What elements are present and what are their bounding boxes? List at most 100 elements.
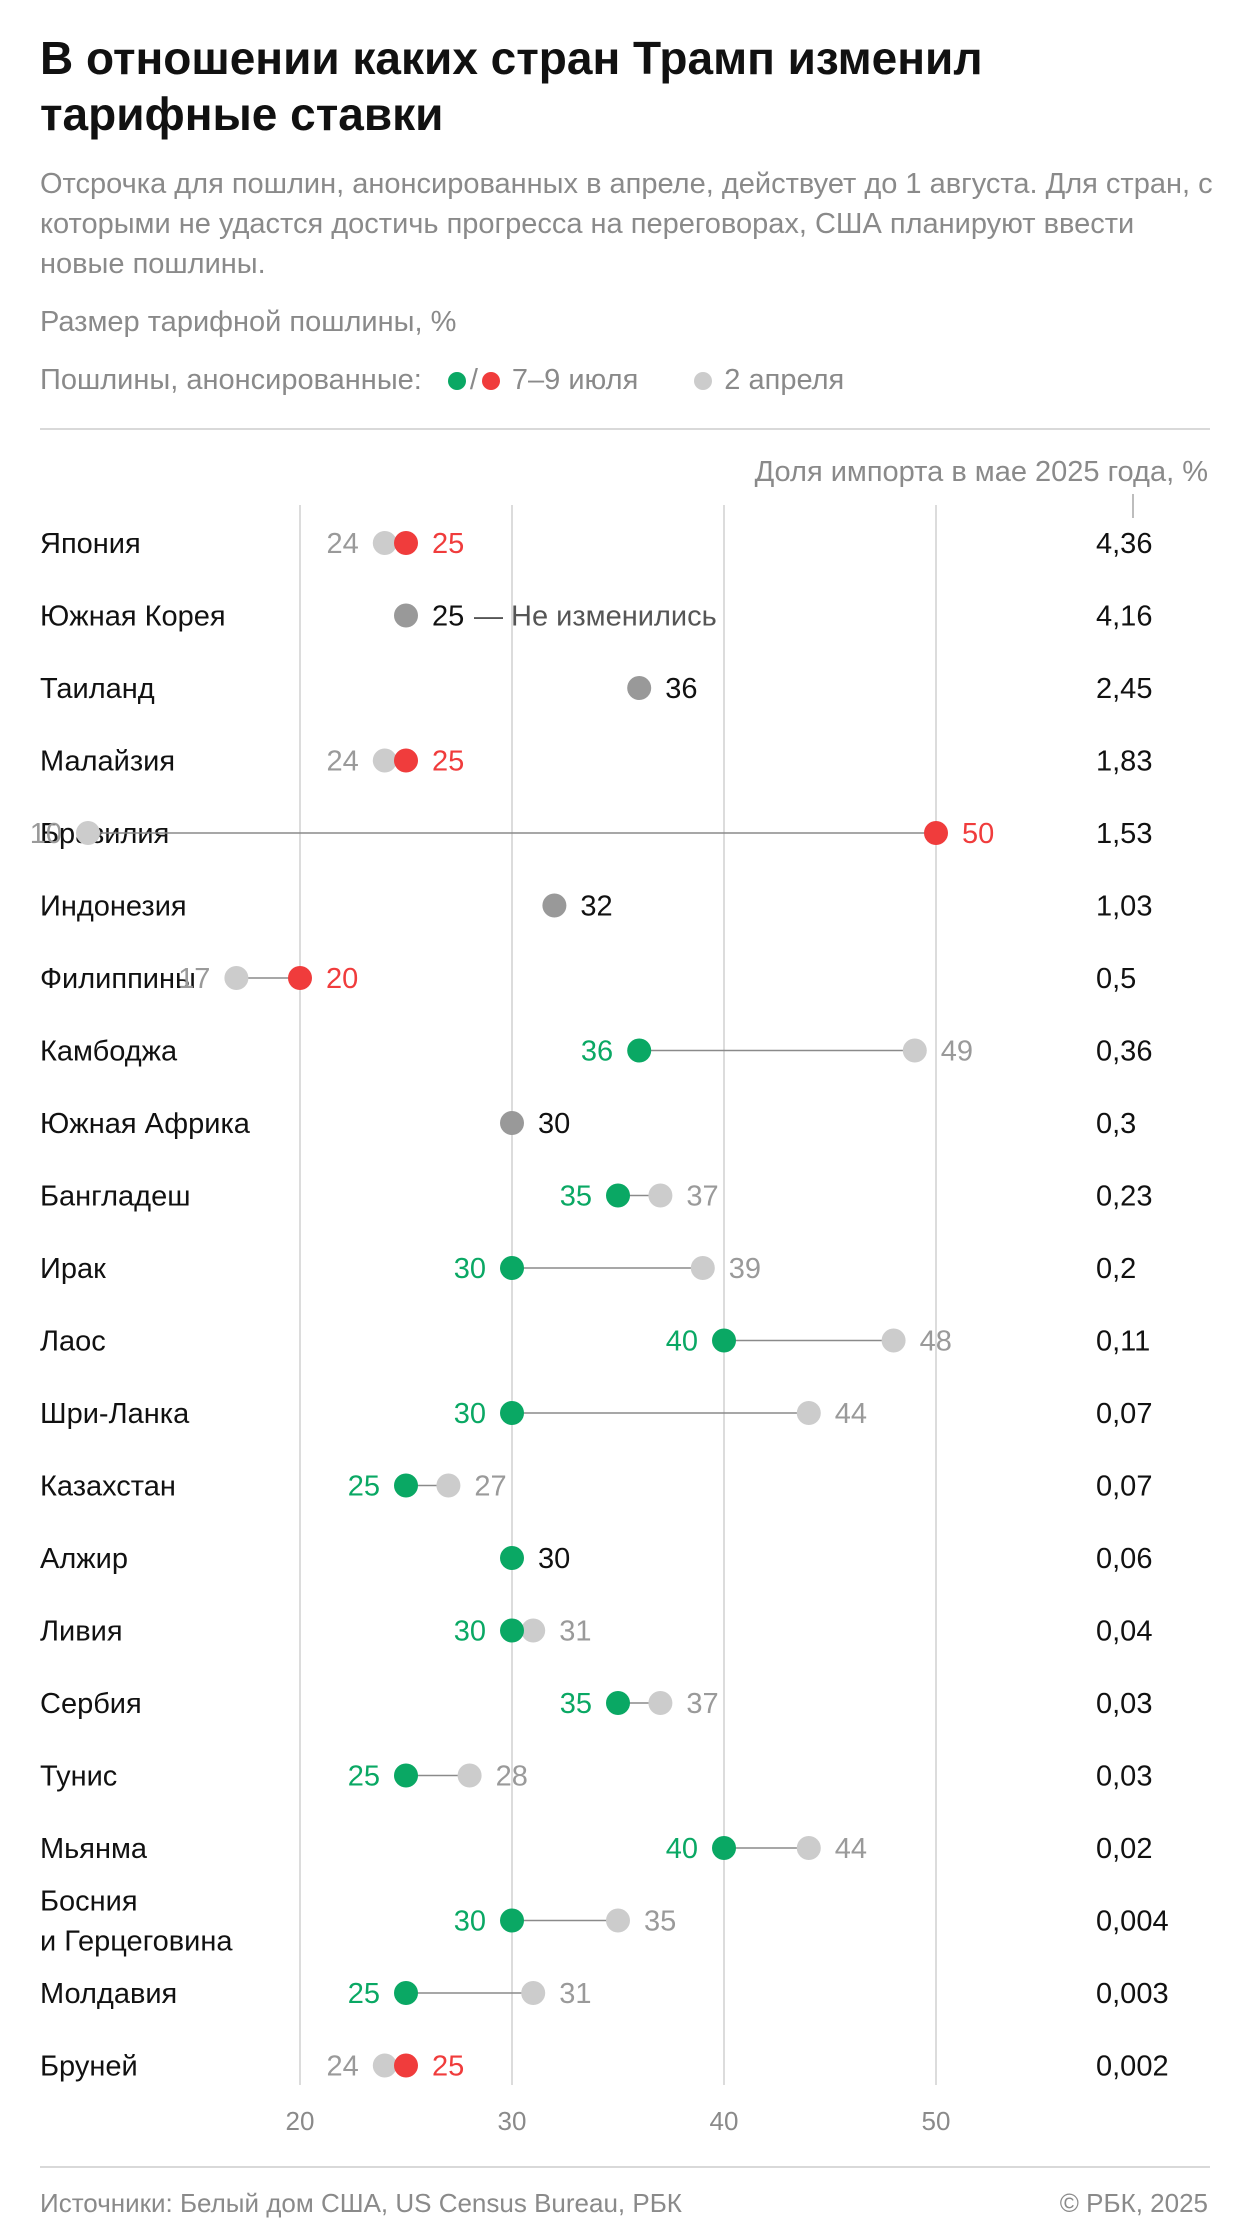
tariff-value-label: 32 xyxy=(580,891,612,923)
tariff-value-label: 30 xyxy=(538,1108,570,1140)
tariff-dot-july xyxy=(924,821,948,845)
tariff-july-label: 30 xyxy=(454,1616,486,1648)
country-label: Япония xyxy=(40,528,141,560)
tariff-july-label: 25 xyxy=(348,1978,380,2010)
tariff-dot-july xyxy=(394,748,418,773)
chart-subtitle: Отсрочка для пошлин, анонсированных в ап… xyxy=(40,168,1213,280)
country-label: Ливия xyxy=(40,1616,123,1648)
country-label: Филиппины xyxy=(40,963,196,995)
tariff-april-label: 49 xyxy=(941,1036,973,1068)
unit-label: Размер тарифной пошлины, % xyxy=(40,306,457,338)
import-share-value: 4,16 xyxy=(1096,601,1152,633)
tariff-dot-april xyxy=(372,531,397,555)
import-share-value: 0,003 xyxy=(1096,1978,1169,2010)
tariff-dot-april xyxy=(902,1038,927,1063)
import-share-value: 0,06 xyxy=(1096,1543,1152,1575)
import-share-value: 0,004 xyxy=(1096,1906,1169,1938)
tariff-dot-april xyxy=(796,1836,821,1860)
tariff-dot-july xyxy=(500,1401,524,1425)
tariff-july-label: 50 xyxy=(962,818,994,850)
country-label-line1: Босния xyxy=(40,1886,138,1918)
import-share-value: 1,53 xyxy=(1096,818,1152,850)
tariff-dot-unchanged xyxy=(500,1111,524,1135)
tariff-april-label: 17 xyxy=(178,963,210,995)
x-tick-label-30: 30 xyxy=(498,2106,527,2136)
tariff-dot-july xyxy=(500,1618,524,1643)
tariff-july-label: 40 xyxy=(666,1833,698,1865)
country-label: Индонезия xyxy=(40,891,187,923)
tariff-dot-july xyxy=(394,1473,418,1498)
footer-sources: Источники: Белый дом США, US Census Bure… xyxy=(40,2188,682,2218)
legend-prefix: Пошлины, анонсированные: xyxy=(40,364,422,396)
import-share-value: 0,5 xyxy=(1096,963,1136,995)
legend-old-label: 2 апреля xyxy=(724,364,845,396)
import-share-value: 0,36 xyxy=(1096,1036,1152,1068)
import-share-value: 0,2 xyxy=(1096,1253,1136,1285)
tariff-april-label: 24 xyxy=(327,746,359,778)
dot-plot-chart: 20 30 40 50 Япония 4,36 24 25 Южная Корея 4,16 25 —… xyxy=(30,505,1169,2136)
tariff-dot-april xyxy=(881,1328,906,1353)
import-share-value: 0,04 xyxy=(1096,1616,1152,1648)
country-label: Шри-Ланка xyxy=(40,1398,190,1430)
import-share-value: 0,002 xyxy=(1096,2051,1169,2083)
tariff-april-label: 44 xyxy=(835,1833,867,1865)
tariff-dot-july xyxy=(606,1183,630,1208)
legend-grey-dot xyxy=(694,371,713,390)
tariff-april-label: 24 xyxy=(327,528,359,560)
country-label: Бангладеш xyxy=(40,1181,190,1213)
country-label: Бруней xyxy=(40,2051,138,2083)
country-label: Бразилия xyxy=(40,818,169,850)
tariff-dot-april xyxy=(690,1256,715,1280)
country-label: Малайзия xyxy=(40,746,175,778)
tariff-april-label: 31 xyxy=(559,1978,591,2010)
tariff-dot-april xyxy=(224,966,249,990)
tariff-dot-july xyxy=(288,966,312,990)
tariff-july-label: 35 xyxy=(560,1688,592,1720)
import-share-value: 0,02 xyxy=(1096,1833,1152,1865)
tariff-july-label: 25 xyxy=(348,1471,380,1503)
tariff-dot-april xyxy=(372,2053,397,2078)
tariff-april-label: 37 xyxy=(686,1181,718,1213)
legend-separator: / xyxy=(469,364,478,396)
tariff-dot-april xyxy=(457,1763,482,1788)
tariff-april-label: 27 xyxy=(474,1471,506,1503)
share-header: Доля импорта в мае 2025 года, % xyxy=(754,456,1208,488)
tariff-dot-july xyxy=(627,1038,652,1063)
bottom-divider xyxy=(40,2166,1210,2168)
country-label: Таиланд xyxy=(40,673,155,705)
chart-title: В отношении каких стран Трамп изменил та… xyxy=(40,32,983,140)
tariff-july-label: 20 xyxy=(326,963,358,995)
import-share-value: 0,07 xyxy=(1096,1471,1152,1503)
legend-new-label: 7–9 июля xyxy=(511,364,639,396)
tariff-value-label: 25 xyxy=(432,601,464,633)
country-label: Ирак xyxy=(40,1253,106,1285)
legend: Пошлины, анонсированные: / 7–9 июля 2 ап… xyxy=(40,364,844,397)
tariff-dot-july xyxy=(712,1328,736,1353)
country-label: Алжир xyxy=(40,1543,128,1575)
footer-copyright: © РБК, 2025 xyxy=(1059,2188,1208,2218)
tariff-april-label: 28 xyxy=(496,1761,528,1793)
import-share-value: 0,11 xyxy=(1096,1326,1150,1358)
import-share-value: 1,03 xyxy=(1096,891,1152,923)
tariff-july-label: 25 xyxy=(348,1761,380,1793)
country-label: Южная Корея xyxy=(40,601,226,633)
import-share-value: 1,83 xyxy=(1096,746,1152,778)
tariff-dot-july xyxy=(712,1836,736,1860)
tariff-dot-july xyxy=(500,1256,524,1280)
tariff-dot-july xyxy=(606,1691,630,1715)
country-label: Молдавия xyxy=(40,1978,177,2010)
country-label: Мьянма xyxy=(40,1833,148,1865)
tariff-dot-july xyxy=(394,1981,418,2005)
import-share-value: 0,3 xyxy=(1096,1108,1136,1140)
tariff-dot-april xyxy=(606,1908,630,1933)
import-share-value: 0,07 xyxy=(1096,1398,1152,1430)
country-label: Сербия xyxy=(40,1688,142,1720)
x-tick-label-40: 40 xyxy=(710,2106,739,2136)
tariff-dot-unchanged xyxy=(500,1546,524,1570)
tariff-dot-april xyxy=(648,1183,673,1208)
tariff-april-label: 44 xyxy=(835,1398,867,1430)
tariff-dot-april xyxy=(521,1981,546,2005)
tariff-dot-april xyxy=(372,748,397,773)
tariff-dot-july xyxy=(394,1763,418,1788)
tariff-dot-july xyxy=(394,2053,418,2078)
